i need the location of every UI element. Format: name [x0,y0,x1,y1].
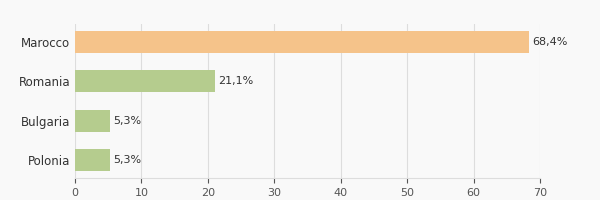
Text: 5,3%: 5,3% [113,116,142,126]
Bar [75,149,110,171]
Bar [75,70,215,92]
Bar [75,31,529,53]
Bar [75,110,110,132]
Text: 68,4%: 68,4% [533,37,568,47]
Text: 5,3%: 5,3% [113,155,142,165]
Text: 21,1%: 21,1% [218,76,254,86]
